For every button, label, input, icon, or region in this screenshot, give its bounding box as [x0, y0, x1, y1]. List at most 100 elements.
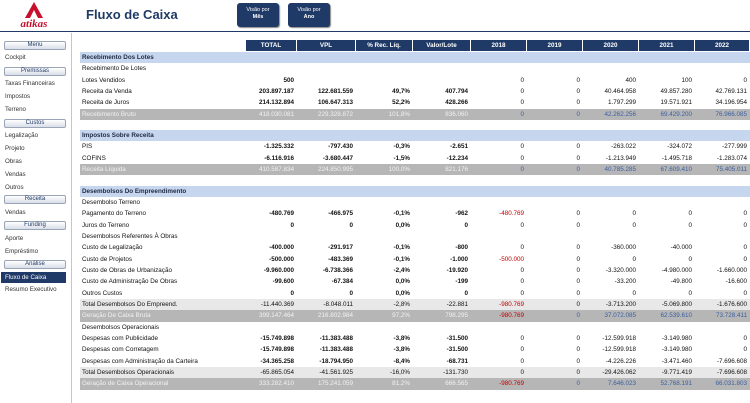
- table-cell: 0,0%: [395, 289, 410, 297]
- sidebar-item-obras[interactable]: Obras: [5, 158, 22, 165]
- table-cell: 34.196.954: [715, 99, 747, 107]
- row-label: Despesas com Administração da Carteira: [82, 357, 198, 365]
- table-cell: 0: [576, 154, 580, 162]
- sidebar-item-aporte[interactable]: Aporte: [5, 235, 24, 242]
- table-row: Custo de Projetos -500.000 -483.369 -0,1% -1…: [80, 254, 750, 265]
- table-cell: 42.262.256: [604, 110, 636, 118]
- row-label: Juros do Terreno: [82, 221, 130, 229]
- table-cell: 0: [576, 369, 580, 377]
- row-label: Geração De Caixa Bruta: [82, 312, 151, 320]
- table-cell: -3,8%: [393, 335, 410, 343]
- table-row: Receita da Venda 203.897.187 122.681.559 49…: [80, 86, 750, 97]
- table-cell: -0,1%: [393, 255, 410, 263]
- sidebar-item-outros[interactable]: Outros: [5, 184, 24, 191]
- sidebar-item-fluxo-de-caixa[interactable]: Fluxo de Caixa: [1, 272, 66, 283]
- table-cell: -6.116.916: [264, 154, 294, 162]
- sidebar-item-cockpit[interactable]: Cockpit: [5, 54, 26, 61]
- table-cell: 229.328.872: [317, 110, 353, 118]
- table-cell: -3.320.000: [605, 266, 636, 274]
- table-cell: 0: [520, 110, 524, 118]
- table-cell: 0: [576, 312, 580, 320]
- table-cell: 0: [743, 335, 747, 343]
- table-row: Desembolsos Do Empreendimento: [80, 185, 750, 197]
- logo-text: atikas: [20, 18, 48, 30]
- table-cell: -1,5%: [393, 154, 410, 162]
- table-cell: 0: [520, 357, 524, 365]
- row-label: Desembolsos Referentes À Obras: [82, 232, 178, 240]
- column-header: VPL: [297, 40, 356, 51]
- sidebar-item-projeto[interactable]: Projeto: [5, 145, 25, 152]
- sidebar-section-custos[interactable]: Custos: [4, 119, 66, 128]
- table-cell: -29.426.062: [602, 369, 636, 377]
- table-cell: -500.000: [499, 255, 524, 263]
- table-cell: 0: [464, 221, 468, 229]
- column-header: 2019: [527, 40, 583, 51]
- table-cell: -9.960.000: [263, 266, 294, 274]
- table-cell: -4.980.000: [661, 266, 692, 274]
- table-cell: -11.383.488: [319, 346, 353, 354]
- row-label: PIS: [82, 143, 93, 151]
- table-row: Custo de Legalização -400.000 -291.917 -0,1…: [80, 242, 750, 253]
- table-row: Total Desembolsos Operacionais -65.865.05…: [80, 367, 750, 379]
- table-cell: 0: [576, 110, 580, 118]
- sidebar-item-impostos[interactable]: Impostos: [5, 93, 31, 100]
- table-row: Custo de Obras de Urbanização -9.960.000 -…: [80, 265, 750, 276]
- table-cell: -1.495.718: [661, 154, 692, 162]
- table-cell: 0: [520, 88, 524, 96]
- table-cell: 0: [520, 154, 524, 162]
- table-row: Custo de Administração De Obras -99.600 -6…: [80, 276, 750, 287]
- table-cell: 407.794: [445, 88, 468, 96]
- sidebar-section-analise[interactable]: Análise: [4, 260, 66, 269]
- table-cell: 0: [743, 76, 747, 84]
- sidebar-menu-header[interactable]: Menu: [4, 41, 66, 50]
- sidebar-section-funding[interactable]: Funding: [4, 221, 66, 230]
- table-cell: -263.022: [611, 143, 636, 151]
- table-cell: 0: [688, 255, 692, 263]
- table-cell: 7.646.023: [607, 380, 636, 388]
- sidebar-item-terreno[interactable]: Terreno: [5, 106, 26, 113]
- sidebar-item-vendas[interactable]: Vendas: [5, 171, 26, 178]
- table-cell: 75.405.011: [715, 166, 747, 174]
- sidebar-item-resumo-executivo[interactable]: Resumo Executivo: [5, 286, 57, 293]
- table-cell: 0: [576, 255, 580, 263]
- table-cell: 0: [632, 210, 636, 218]
- row-label: Lotes Vendidos: [82, 76, 126, 84]
- page-title: Fluxo de Caixa: [86, 7, 178, 22]
- sidebar-item-legalizacao[interactable]: Legalização: [5, 132, 39, 139]
- table-cell: 203.897.187: [258, 88, 294, 96]
- table-cell: 214.132.894: [258, 99, 294, 107]
- table-cell: 0: [576, 266, 580, 274]
- table-cell: -1.000: [450, 255, 468, 263]
- table-row: Recebimento Dos Lotes: [80, 52, 750, 64]
- sidebar-item-emprestimo[interactable]: Empréstimo: [5, 248, 39, 255]
- table-cell: 73.728.411: [715, 312, 747, 320]
- sidebar-item-vendas-receita[interactable]: Vendas: [5, 209, 26, 216]
- table-cell: 0: [520, 99, 524, 107]
- column-header: 2018: [471, 40, 527, 51]
- view-by-year-button[interactable]: Visão por Ano: [288, 3, 330, 27]
- table-row: Despesas com Publicidade -15.749.898 -11.3…: [80, 333, 750, 344]
- table-cell: 0: [743, 346, 747, 354]
- table-cell: -68.731: [446, 357, 468, 365]
- row-label: Custo de Projetos: [82, 255, 133, 263]
- sidebar-item-taxas[interactable]: Taxas Financeiras: [5, 80, 55, 87]
- table-cell: -67.384: [331, 278, 353, 286]
- table-cell: 0: [576, 210, 580, 218]
- table-cell: 62.539.610: [660, 312, 692, 320]
- table-cell: 69.429.200: [660, 110, 692, 118]
- table-cell: 0: [576, 278, 580, 286]
- view-by-month-button[interactable]: Visão por Mês: [237, 3, 279, 27]
- table-row: Lotes Vendidos 500 0 0 400 100 0: [80, 75, 750, 86]
- table-cell: -2,4%: [393, 266, 410, 274]
- table-cell: -31.500: [446, 346, 468, 354]
- table-cell: 224.850.995: [317, 166, 353, 174]
- table-cell: -19.920: [446, 266, 468, 274]
- table-row: Total Desembolsos Do Empreend. -11.440.36…: [80, 299, 750, 311]
- table-cell: 0: [520, 346, 524, 354]
- row-label: Outros Custos: [82, 289, 123, 297]
- row-label: Total Desembolsos Do Empreend.: [82, 301, 178, 308]
- sidebar-section-receita[interactable]: Receita: [4, 195, 66, 204]
- row-label: Despesas com Publicidade: [82, 335, 158, 343]
- table-cell: 0: [632, 289, 636, 297]
- sidebar-section-premissas[interactable]: Premissas: [4, 67, 66, 76]
